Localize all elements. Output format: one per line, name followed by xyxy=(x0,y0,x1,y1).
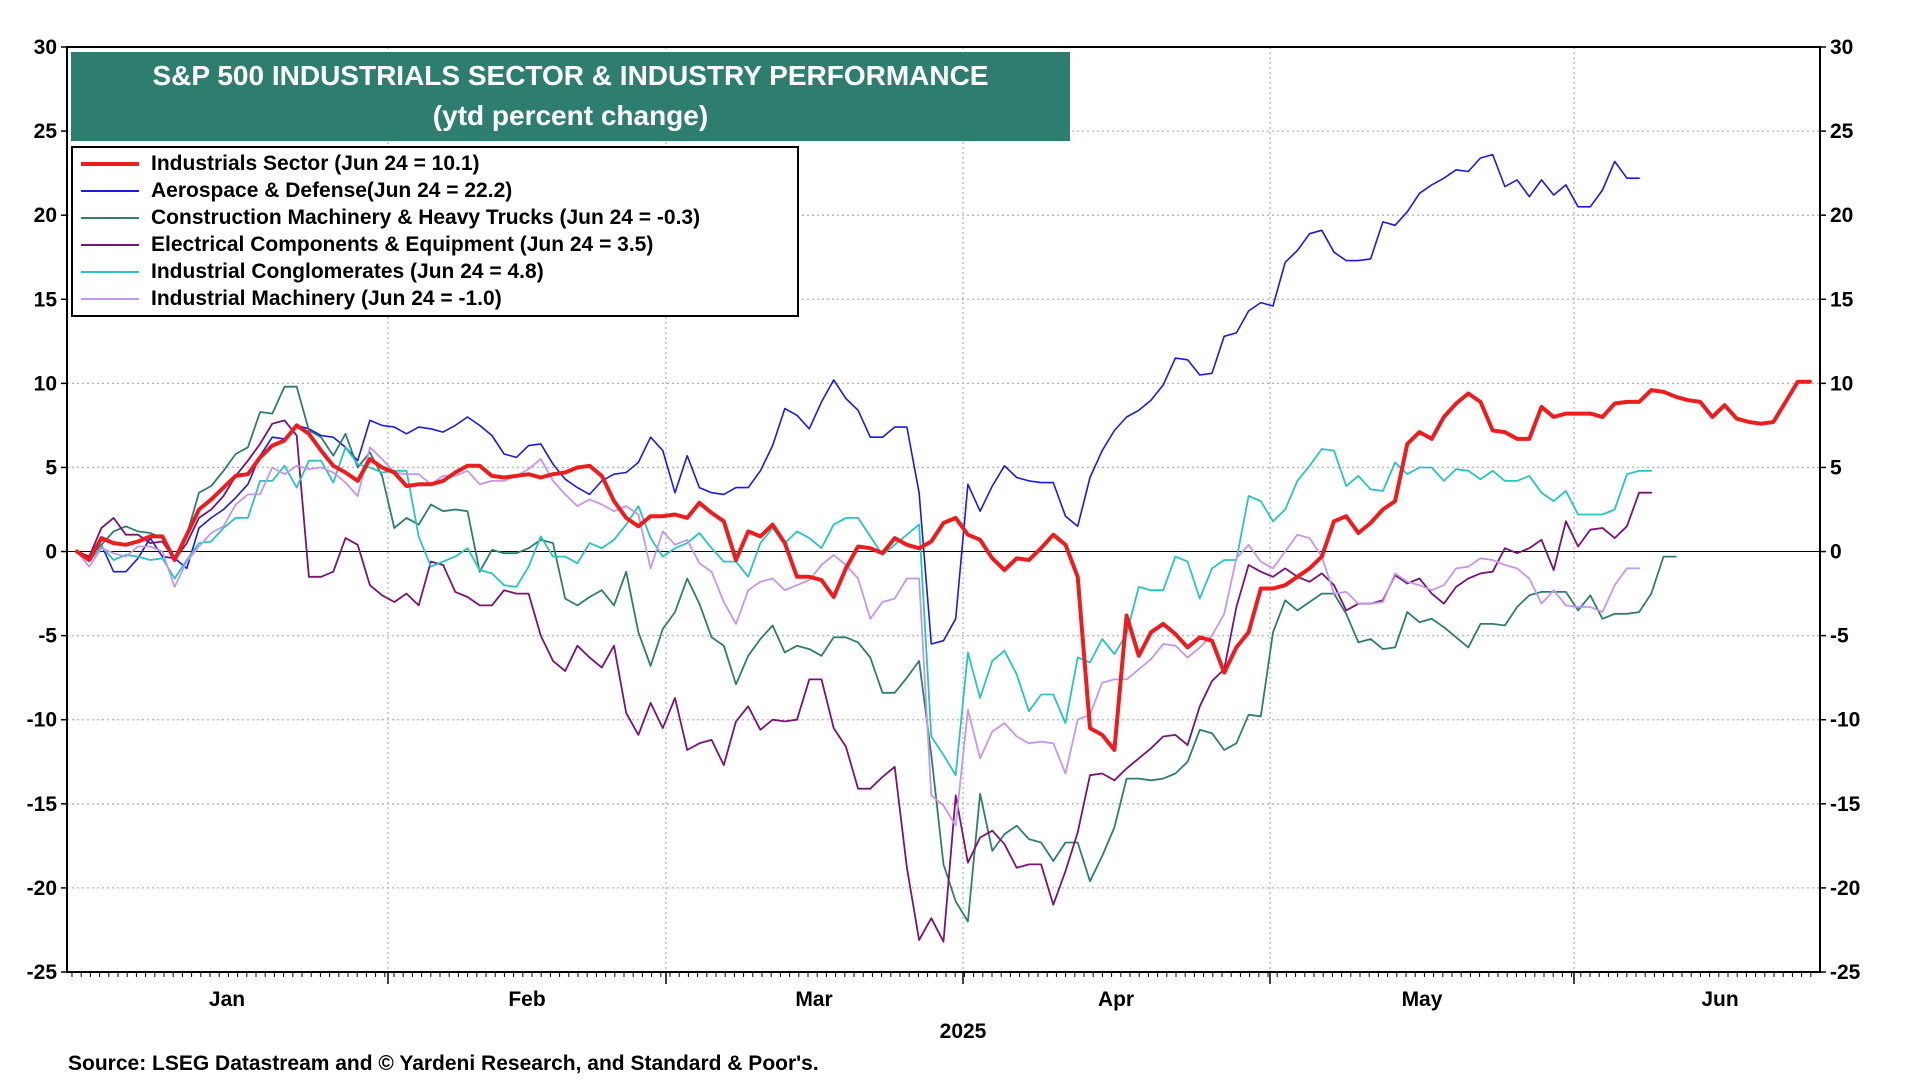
y-tick-label-right: -10 xyxy=(1830,709,1860,732)
y-tick-label-right: 30 xyxy=(1830,36,1853,59)
legend-label: Industrial Conglomerates (Jun 24 = 4.8) xyxy=(151,260,544,283)
chart-subtitle: (ytd percent change) xyxy=(432,100,709,131)
source-note: Source: LSEG Datastream and © Yardeni Re… xyxy=(68,1052,819,1075)
year-label: 2025 xyxy=(940,1020,987,1043)
month-label: Jan xyxy=(209,988,245,1011)
y-tick-label-right: -5 xyxy=(1830,625,1849,648)
plot-frame xyxy=(66,46,1821,973)
legend-item: Aerospace & Defense(Jun 24 = 22.2) xyxy=(81,178,512,204)
legend-item: Electrical Components & Equipment (Jun 2… xyxy=(81,232,653,258)
y-tick-label: 25 xyxy=(34,120,58,143)
y-tick-label: 5 xyxy=(45,456,57,479)
month-label: Jun xyxy=(1701,988,1738,1011)
legend-item: Industrial Conglomerates (Jun 24 = 4.8) xyxy=(81,259,544,285)
y-tick-label-right: 0 xyxy=(1830,541,1842,564)
y-tick-label: -5 xyxy=(38,625,57,648)
legend-label: Construction Machinery & Heavy Trucks (J… xyxy=(151,206,701,229)
series-line xyxy=(76,153,1640,645)
y-tick-label-right: 10 xyxy=(1830,372,1853,395)
y-tick-label-right: 15 xyxy=(1830,288,1854,311)
y-tick-label-right: 25 xyxy=(1830,120,1854,143)
y-tick-label: 0 xyxy=(45,541,57,564)
y-tick-label: 30 xyxy=(34,36,57,59)
y-tick-label-right: -20 xyxy=(1830,877,1860,900)
legend-swatch xyxy=(81,271,139,273)
legend-label: Industrial Machinery (Jun 24 = -1.0) xyxy=(151,287,502,310)
chart-title: S&P 500 INDUSTRIALS SECTOR & INDUSTRY PE… xyxy=(152,60,989,91)
axes: 30 30 25 25 20 20 15 15 10 10 5 5 0 0 -5 -5 -10 -10 -15 -15… xyxy=(27,36,1861,1011)
y-tick-label: -25 xyxy=(27,961,58,984)
y-tick-label-right: -15 xyxy=(1830,793,1861,816)
series-line xyxy=(75,379,1812,752)
legend-swatch xyxy=(81,244,139,246)
y-tick-label: 20 xyxy=(34,204,57,227)
gridlines xyxy=(67,47,1820,972)
legend-item: Industrials Sector (Jun 24 = 10.1) xyxy=(81,151,480,177)
chart-title-box: S&P 500 INDUSTRIALS SECTOR & INDUSTRY PE… xyxy=(71,52,1070,141)
y-tick-label: -20 xyxy=(27,877,57,900)
month-label: Feb xyxy=(508,988,545,1011)
legend: Industrials Sector (Jun 24 = 10.1) Aeros… xyxy=(71,146,799,317)
y-tick-label-right: 20 xyxy=(1830,204,1853,227)
legend-swatch xyxy=(81,217,139,219)
legend-item: Construction Machinery & Heavy Trucks (J… xyxy=(81,205,700,231)
month-label: May xyxy=(1402,988,1443,1011)
legend-label: Aerospace & Defense(Jun 24 = 22.2) xyxy=(151,179,513,202)
series-line xyxy=(76,446,1640,827)
legend-swatch xyxy=(81,298,139,300)
y-tick-label: 10 xyxy=(34,372,57,395)
y-tick-label-right: 5 xyxy=(1830,456,1842,479)
legend-swatch xyxy=(81,190,139,192)
y-tick-label: -15 xyxy=(27,793,58,816)
y-tick-label-right: -25 xyxy=(1830,961,1861,984)
series-line xyxy=(76,419,1653,943)
y-tick-label: -10 xyxy=(27,709,57,732)
series-lines xyxy=(75,153,1812,943)
month-label: Apr xyxy=(1098,988,1134,1011)
legend-item: Industrial Machinery (Jun 24 = -1.0) xyxy=(81,286,502,312)
series-line xyxy=(76,446,1653,777)
month-label: Mar xyxy=(795,988,832,1011)
legend-label: Industrials Sector (Jun 24 = 10.1) xyxy=(151,152,480,175)
series-line xyxy=(76,385,1677,923)
legend-label: Electrical Components & Equipment (Jun 2… xyxy=(151,233,654,256)
y-tick-label: 15 xyxy=(34,288,58,311)
legend-swatch xyxy=(81,162,139,166)
